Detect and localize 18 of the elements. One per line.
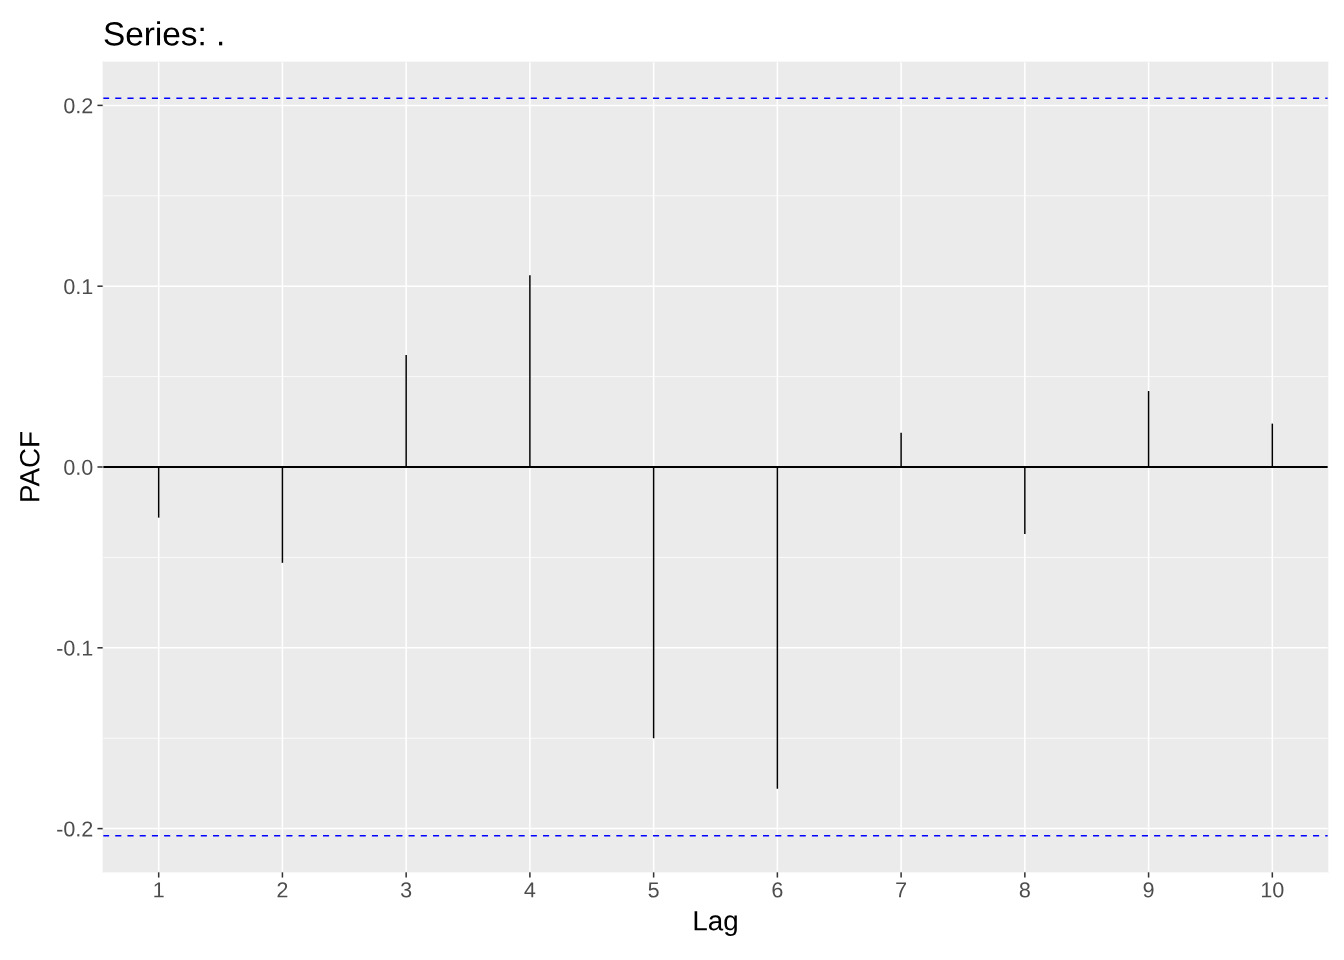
x-tick-label: 2 bbox=[277, 882, 288, 898]
x-tick-label: 4 bbox=[524, 882, 536, 898]
y-tick-label: -0.2 bbox=[57, 821, 93, 837]
x-tick-label: 9 bbox=[1143, 882, 1154, 898]
x-tick-label: 10 bbox=[1261, 882, 1284, 898]
x-tick-label: 7 bbox=[896, 882, 907, 898]
x-tick-label: 3 bbox=[400, 882, 412, 898]
y-tick-label: 0.1 bbox=[64, 278, 93, 295]
y-tick-label: -0.1 bbox=[57, 640, 93, 656]
x-tick-label: 1 bbox=[154, 882, 164, 898]
y-axis-title: PACF bbox=[19, 432, 40, 501]
x-axis-title: Lag bbox=[694, 911, 737, 937]
y-tick-label: 0.0 bbox=[64, 459, 93, 476]
chart-title: Series: . bbox=[104, 21, 223, 46]
x-tick-label: 6 bbox=[772, 882, 783, 898]
x-tick-label: 5 bbox=[648, 882, 659, 898]
x-tick-label: 8 bbox=[1019, 882, 1030, 898]
y-tick-label: 0.2 bbox=[64, 98, 93, 114]
